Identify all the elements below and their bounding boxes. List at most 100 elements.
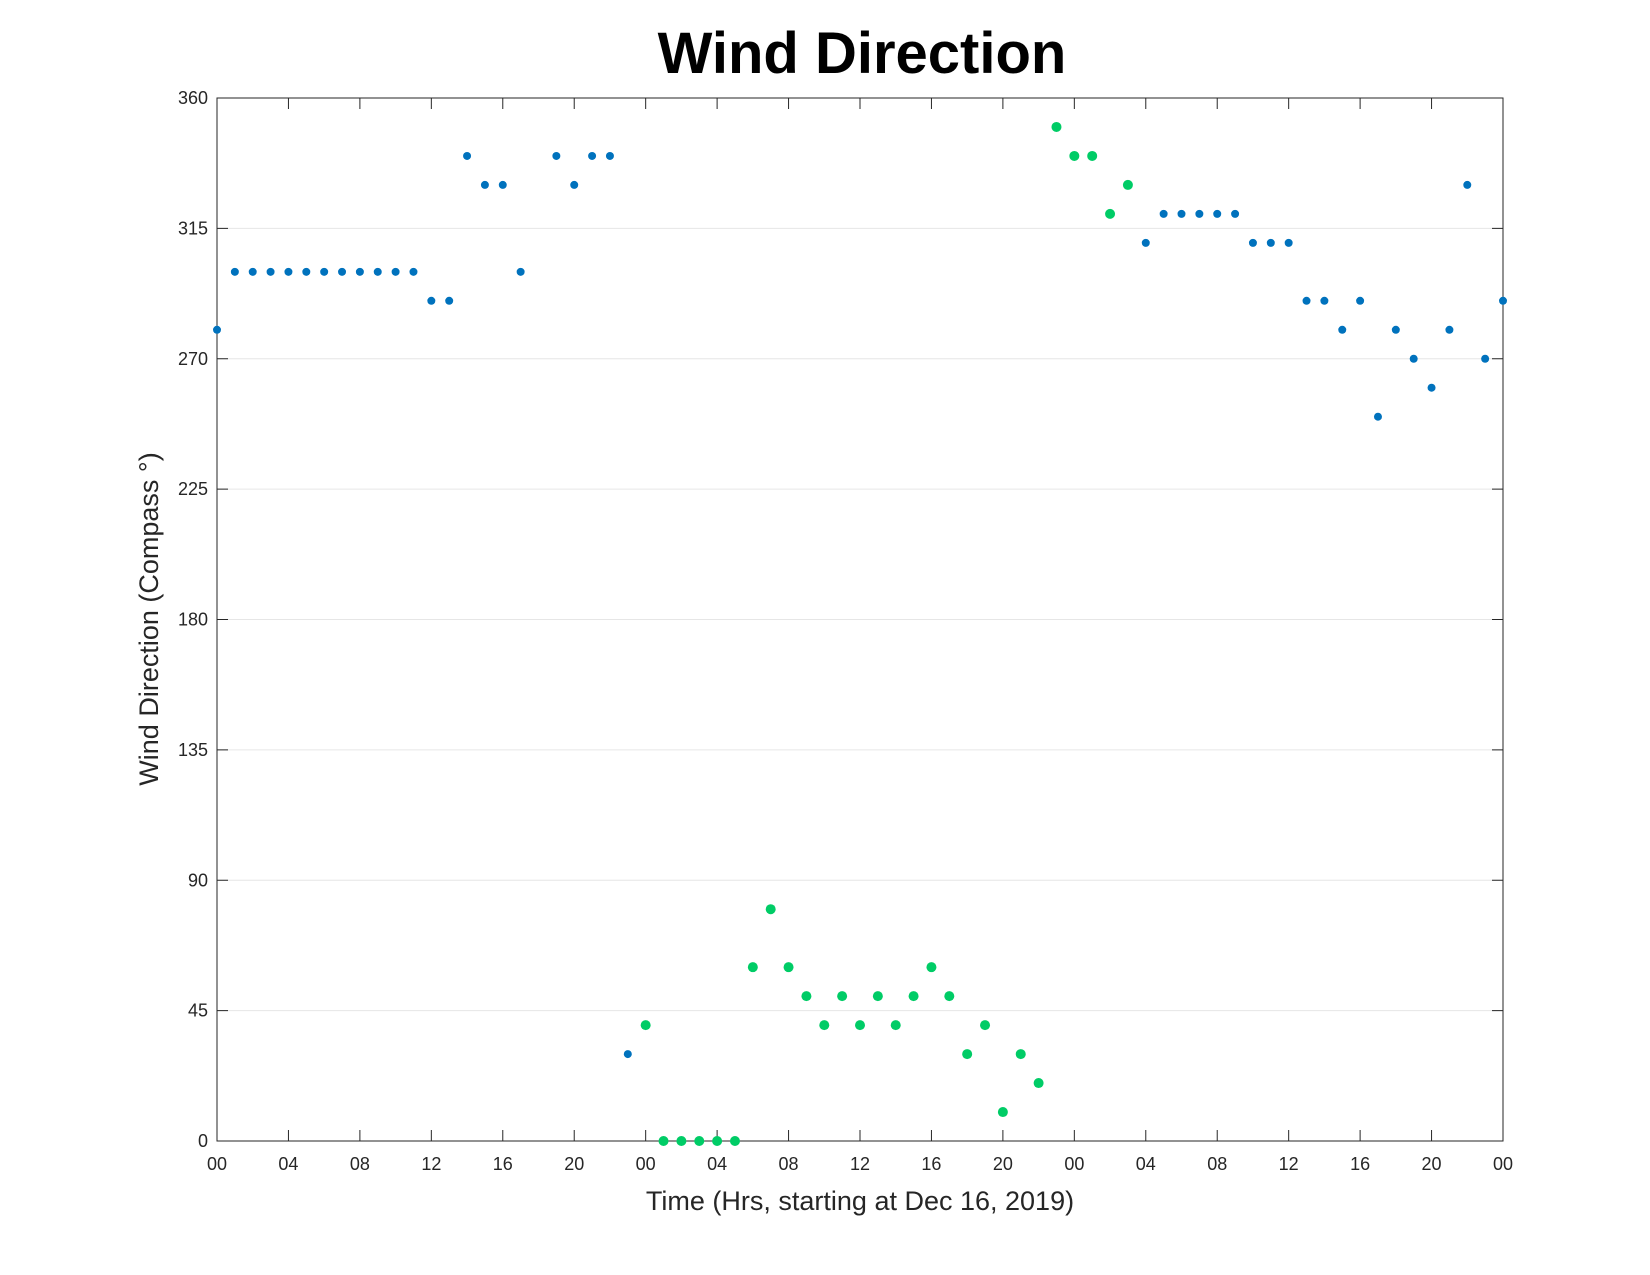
data-point [1320,296,1329,305]
y-tick-label: 135 [178,740,208,760]
y-tick-label: 45 [188,1001,208,1021]
data-point [890,1020,901,1031]
y-axis-label: Wind Direction (Compass °) [134,452,164,785]
x-tick-label: 12 [421,1154,441,1174]
data-point [1302,296,1311,305]
data-point [230,267,239,276]
data-point [1445,325,1454,334]
data-point [997,1107,1008,1118]
data-point [783,962,794,973]
data-point [373,267,382,276]
chart-title: Wind Direction [658,21,1067,86]
data-point [409,267,418,276]
grid-lines [217,227,1503,1012]
data-point [819,1020,830,1031]
data-point [605,151,614,160]
data-point [480,180,489,189]
data-point [284,267,293,276]
x-tick-label: 08 [1207,1154,1227,1174]
x-tick-label: 12 [850,1154,870,1174]
axis-ticks [216,97,1504,1142]
data-point [1338,325,1347,334]
data-point [1141,238,1150,247]
data-point [908,991,919,1002]
data-point [1069,150,1080,161]
y-tick-label: 315 [178,218,208,238]
data-point [1105,208,1116,219]
x-tick-label: 20 [564,1154,584,1174]
data-point [248,267,257,276]
data-point [1463,180,1472,189]
x-tick-label: 04 [278,1154,298,1174]
x-tick-label: 16 [493,1154,513,1174]
data-point [1409,354,1418,363]
data-point [1213,209,1222,218]
data-points [213,121,1507,1146]
data-point [516,267,525,276]
data-point [1177,209,1186,218]
data-point [980,1020,991,1031]
y-tick-label: 0 [198,1131,208,1151]
data-point [552,151,561,160]
data-point [355,267,364,276]
x-tick-label: 16 [921,1154,941,1174]
data-point [1427,383,1436,392]
data-point [1481,354,1490,363]
data-point [463,151,472,160]
data-point [855,1020,865,1031]
x-tick-label: 16 [1350,1154,1370,1174]
data-point [1159,209,1168,218]
y-tick-label: 360 [178,88,208,108]
data-point [729,1136,740,1146]
x-tick-label: 08 [350,1154,370,1174]
data-point [1499,296,1507,305]
data-point [588,151,597,160]
data-point [1033,1078,1044,1089]
x-axis-label: Time (Hrs, starting at Dec 16, 2019) [646,1186,1074,1216]
data-point [266,267,275,276]
y-tick-label: 270 [178,349,208,369]
data-point [427,296,436,305]
data-point [747,962,758,973]
data-point [338,267,347,276]
data-point [801,991,812,1002]
data-point [1356,296,1365,305]
data-point [570,180,579,189]
x-tick-label: 00 [1493,1154,1513,1174]
x-tick-label: 12 [1279,1154,1299,1174]
x-axis-tick-labels: 00 04 08 12 16 20 00 04 08 12 16 20 00 04 08 12 16 20 00 [207,1154,1513,1174]
data-point [1284,238,1293,247]
x-tick-label: 04 [707,1154,727,1174]
data-point [302,267,311,276]
data-point [1248,238,1257,247]
data-point [1266,238,1275,247]
data-point [1015,1049,1026,1060]
x-tick-label: 08 [779,1154,799,1174]
data-point [623,1050,632,1059]
data-point [498,180,507,189]
data-point [1195,209,1204,218]
data-point [640,1020,651,1031]
data-point [1122,179,1133,190]
data-point [676,1136,687,1146]
data-point [837,991,848,1002]
data-point [712,1136,723,1146]
y-tick-label: 225 [178,479,208,499]
y-axis-tick-labels: 0 45 90 135 180 225 270 315 360 [178,88,208,1151]
data-point [658,1136,669,1146]
data-point [1373,412,1382,421]
data-point [213,325,221,334]
x-tick-label: 20 [1422,1154,1442,1174]
data-point [320,267,329,276]
y-tick-label: 180 [178,610,208,630]
data-point [962,1049,973,1060]
data-point [391,267,400,276]
data-point [1391,325,1400,334]
data-point [872,991,883,1002]
data-point [445,296,454,305]
data-point [926,962,937,973]
data-point [1087,150,1098,161]
data-point [1231,209,1240,218]
x-tick-label: 20 [993,1154,1013,1174]
